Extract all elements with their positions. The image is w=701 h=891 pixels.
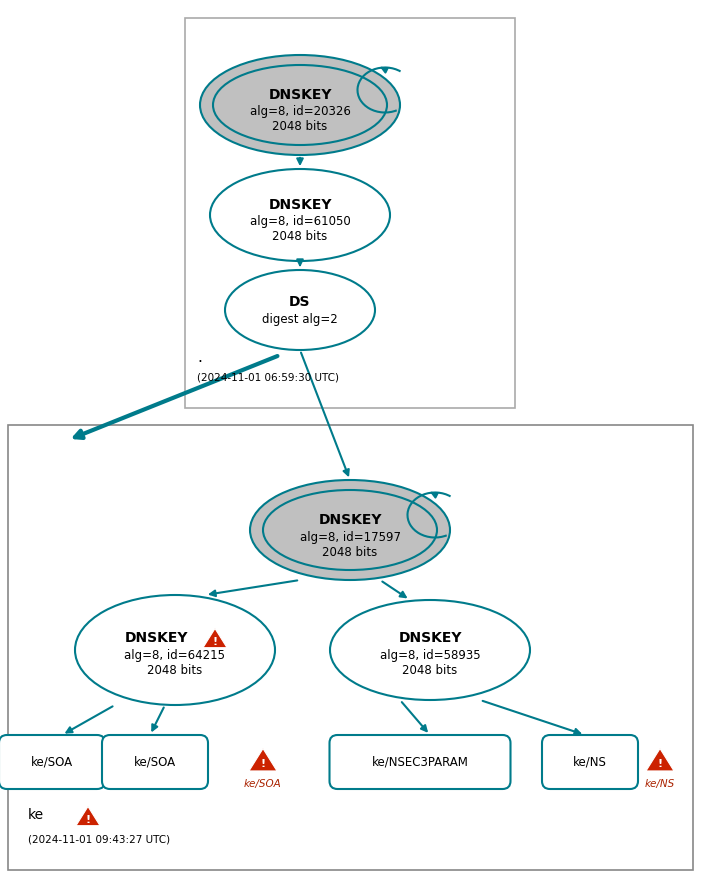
Text: ke/SOA: ke/SOA <box>244 779 282 789</box>
Text: 2048 bits: 2048 bits <box>402 664 458 676</box>
Text: ke/NS: ke/NS <box>645 779 675 789</box>
FancyBboxPatch shape <box>0 735 105 789</box>
Text: 2048 bits: 2048 bits <box>147 665 203 677</box>
FancyBboxPatch shape <box>102 735 208 789</box>
Text: .: . <box>197 350 202 365</box>
Text: 2048 bits: 2048 bits <box>322 545 378 559</box>
Text: ke/NSEC3PARAM: ke/NSEC3PARAM <box>372 756 468 769</box>
Text: !: ! <box>658 759 662 769</box>
Text: !: ! <box>261 759 266 769</box>
Ellipse shape <box>263 490 437 570</box>
Text: ke/SOA: ke/SOA <box>134 756 176 769</box>
FancyBboxPatch shape <box>329 735 510 789</box>
Text: DS: DS <box>290 295 311 309</box>
Text: alg=8, id=20326: alg=8, id=20326 <box>250 105 350 119</box>
Text: alg=8, id=64215: alg=8, id=64215 <box>125 650 226 663</box>
Text: 2048 bits: 2048 bits <box>273 120 327 134</box>
Polygon shape <box>249 748 277 771</box>
Text: DNSKEY: DNSKEY <box>268 88 332 102</box>
Polygon shape <box>203 628 227 648</box>
Text: ke: ke <box>28 808 44 822</box>
Text: (2024-11-01 09:43:27 UTC): (2024-11-01 09:43:27 UTC) <box>28 835 170 845</box>
Ellipse shape <box>75 595 275 705</box>
FancyBboxPatch shape <box>542 735 638 789</box>
Ellipse shape <box>225 270 375 350</box>
Polygon shape <box>646 748 674 771</box>
Ellipse shape <box>200 55 400 155</box>
Text: (2024-11-01 06:59:30 UTC): (2024-11-01 06:59:30 UTC) <box>197 373 339 383</box>
Ellipse shape <box>210 169 390 261</box>
Ellipse shape <box>213 65 387 145</box>
Bar <box>8 425 693 870</box>
Text: ke/SOA: ke/SOA <box>31 756 73 769</box>
Text: ke/NS: ke/NS <box>573 756 607 769</box>
Text: !: ! <box>212 637 217 647</box>
Text: alg=8, id=17597: alg=8, id=17597 <box>299 530 400 544</box>
Polygon shape <box>76 806 100 826</box>
Ellipse shape <box>330 600 530 700</box>
Text: DNSKEY: DNSKEY <box>398 631 462 645</box>
Text: alg=8, id=61050: alg=8, id=61050 <box>250 215 350 227</box>
Ellipse shape <box>250 480 450 580</box>
Bar <box>185 18 515 408</box>
Text: DNSKEY: DNSKEY <box>318 513 382 527</box>
Text: digest alg=2: digest alg=2 <box>262 314 338 326</box>
Text: DNSKEY: DNSKEY <box>125 631 189 645</box>
Text: DNSKEY: DNSKEY <box>268 198 332 212</box>
Text: 2048 bits: 2048 bits <box>273 230 327 242</box>
Text: alg=8, id=58935: alg=8, id=58935 <box>380 649 480 661</box>
Text: !: ! <box>86 815 90 825</box>
